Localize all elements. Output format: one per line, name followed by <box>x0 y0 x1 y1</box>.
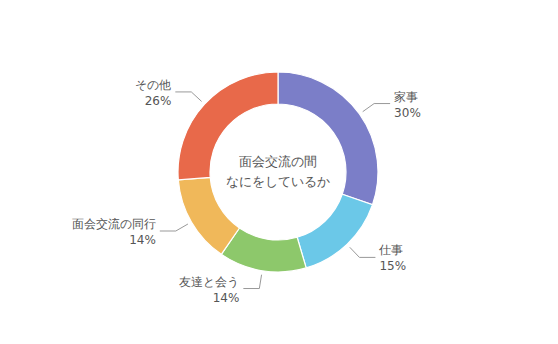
html-text:なにをしているか: なにをしているか <box>226 174 330 189</box>
svg-text:30%: 30% <box>394 106 421 120</box>
svg-text:友達と会う: 友達と会う <box>179 275 239 289</box>
svg-text:14%: 14% <box>129 233 156 247</box>
html-text:面会交流の間: 面会交流の間 <box>239 154 317 169</box>
svg-text:15%: 15% <box>379 259 406 273</box>
svg-text:家事: 家事 <box>394 90 418 104</box>
svg-text:14%: 14% <box>213 291 240 305</box>
svg-text:仕事: 仕事 <box>378 243 403 257</box>
svg-text:面会交流の同行: 面会交流の同行 <box>72 217 156 231</box>
svg-text:26%: 26% <box>145 94 172 108</box>
svg-text:その他: その他 <box>135 78 171 92</box>
